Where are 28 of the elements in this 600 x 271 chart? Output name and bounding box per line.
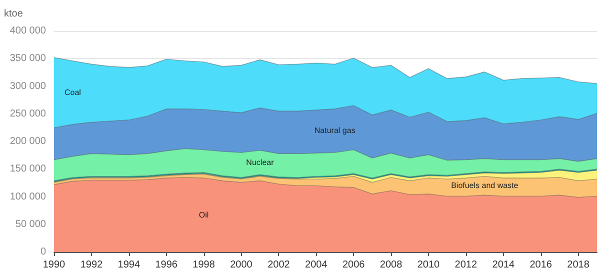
x-tick-label: 2012 <box>454 260 478 270</box>
x-tick-label: 1994 <box>118 260 140 270</box>
y-tick-label: 350 000 <box>10 53 46 64</box>
series-label: Natural gas <box>314 126 356 136</box>
x-tick-label: 2010 <box>417 260 440 270</box>
y-tick-label: 200 000 <box>10 136 46 147</box>
x-tick-label: 1998 <box>192 260 216 270</box>
y-tick-label: 150 000 <box>10 164 46 175</box>
x-tick-label: 2016 <box>530 260 552 270</box>
y-tick-label: 0 <box>40 246 46 258</box>
x-tick-label: 2000 <box>230 260 253 270</box>
x-tick-label: 1990 <box>42 260 66 270</box>
y-axis-title: ktoe <box>4 8 24 20</box>
x-tick-label: 2014 <box>492 260 515 270</box>
x-tick-label: 2002 <box>268 260 290 270</box>
x-tick-label: 2004 <box>305 260 328 270</box>
y-tick-label: 300 000 <box>10 80 46 92</box>
y-tick-label: 400 000 <box>10 26 46 36</box>
y-tick-label: 50 000 <box>15 218 46 230</box>
series-label: Nuclear <box>246 158 274 167</box>
x-tick-label: 2006 <box>342 260 366 270</box>
x-tick-label: 2008 <box>380 260 403 270</box>
y-tick-label: 100 000 <box>10 191 46 202</box>
y-tick-label: 250 000 <box>10 108 46 120</box>
series-label: Coal <box>64 88 82 98</box>
x-tick-label: 1992 <box>80 260 104 270</box>
x-tick-label: 1996 <box>155 260 178 270</box>
x-tick-label: 2018 <box>567 260 590 270</box>
